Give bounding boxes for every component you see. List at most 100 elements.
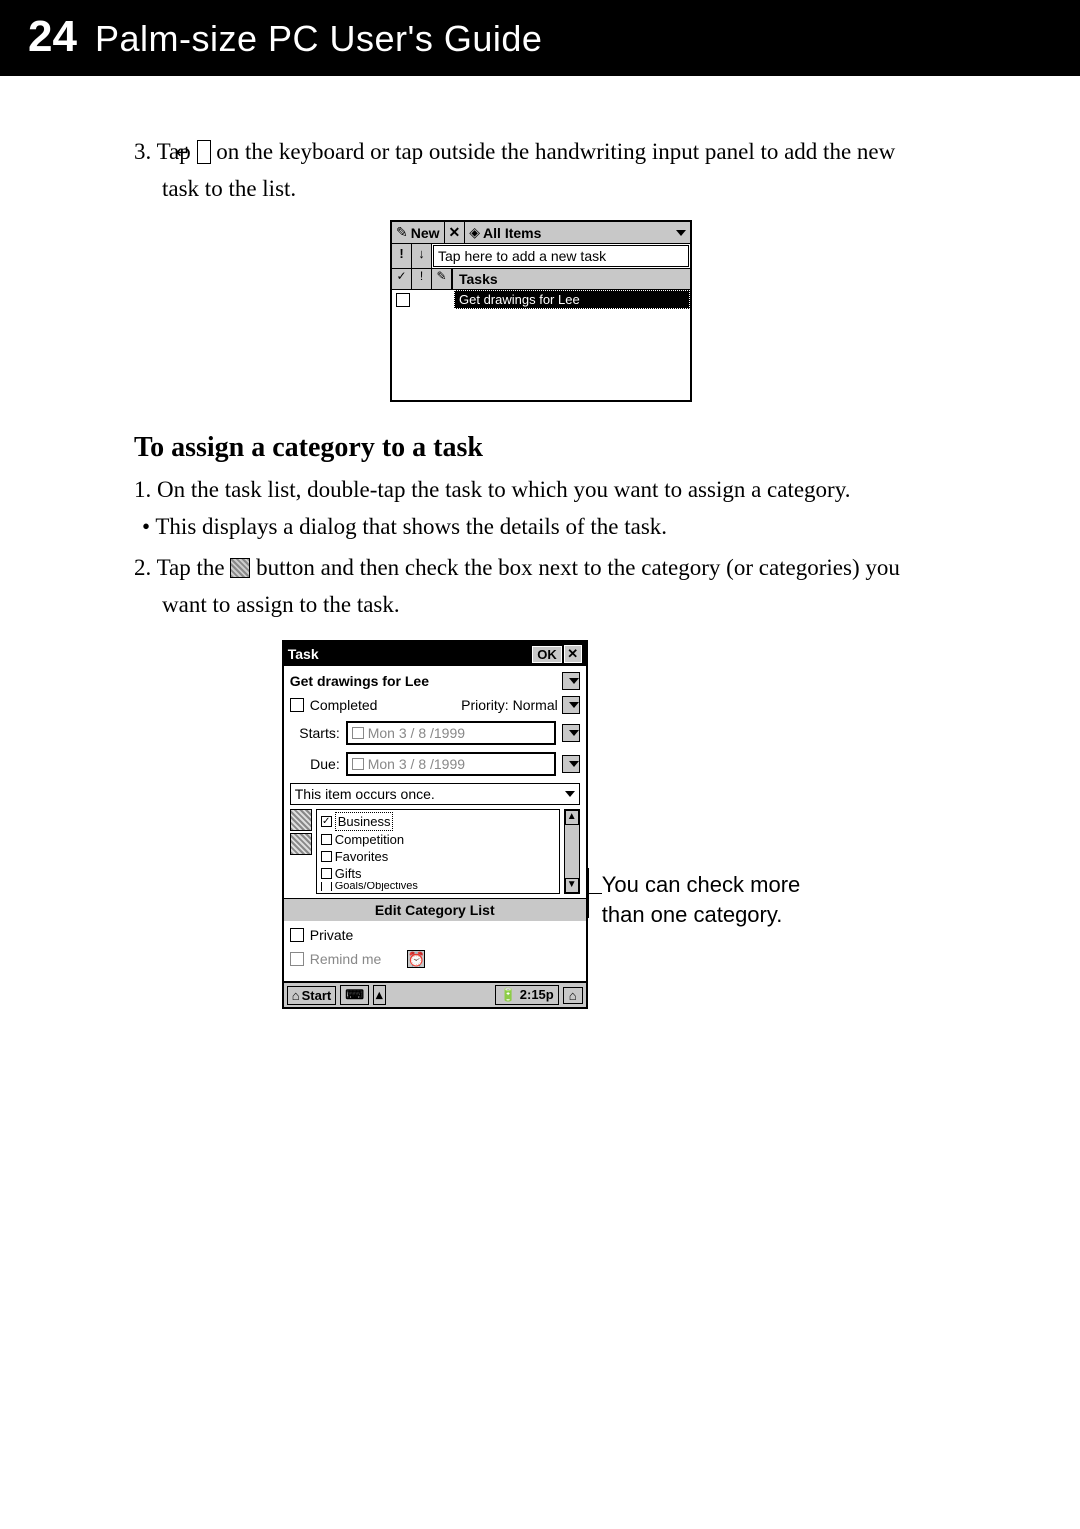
category-label: Goals/Objectives	[335, 882, 418, 891]
annotation-line2: than one category.	[602, 900, 801, 930]
task-checkbox[interactable]	[396, 293, 410, 307]
chevron-down-icon	[569, 678, 579, 684]
complete-col: ✓	[392, 269, 412, 289]
keyboard-button[interactable]: ⌨	[340, 985, 369, 1005]
page-header: 24 Palm-size PC User's Guide	[0, 0, 1080, 76]
priority-button[interactable]: !	[392, 244, 412, 268]
new-label: New	[411, 225, 440, 241]
category-checkbox[interactable]	[321, 851, 332, 862]
page-content: 3. Tap ↵ on the keyboard or tap outside …	[0, 76, 1080, 1009]
task-name-row: Get drawings for Lee	[290, 672, 580, 690]
edit-category-list-button[interactable]: Edit Category List	[284, 898, 586, 921]
starts-row: Starts: Mon 3 / 8 /1999	[290, 721, 580, 745]
start-icon: ⌂	[292, 988, 300, 1003]
annotation: You can check more than one category.	[602, 720, 801, 929]
task-dialog-title: Task	[288, 646, 319, 662]
sec-step1: 1. On the task list, double-tap the task…	[72, 474, 1010, 505]
chevron-down-icon	[569, 702, 579, 708]
chevron-down-icon	[569, 730, 579, 736]
category-checkbox[interactable]	[321, 882, 332, 891]
chevron-down-icon	[565, 791, 575, 797]
tasks-input-row: ! ↓ Tap here to add a new task	[392, 244, 690, 269]
step2-text-a: 2. Tap the	[134, 555, 230, 580]
start-button[interactable]: ⌂ Start	[287, 986, 336, 1005]
home-button[interactable]: ⌂	[563, 987, 583, 1004]
attach-col: ✎	[432, 269, 452, 289]
new-task-input[interactable]: Tap here to add a new task	[433, 245, 689, 267]
due-date-value: Mon 3 / 8 /1999	[368, 756, 465, 772]
priority-value: Normal	[513, 697, 558, 713]
remind-checkbox[interactable]	[290, 952, 304, 966]
starts-date-field[interactable]: Mon 3 / 8 /1999	[346, 721, 556, 745]
categories-icon[interactable]	[290, 833, 312, 855]
remind-options[interactable]: ⏰	[407, 950, 425, 968]
filter-label: All Items	[483, 225, 541, 241]
category-icon	[230, 558, 250, 578]
due-dropdown[interactable]	[562, 755, 580, 773]
step3-text-b: on the keyboard or tap outside the handw…	[211, 139, 896, 164]
category-item[interactable]: Gifts	[321, 865, 555, 882]
taskbar: ⌂ Start ⌨ ▴ 🔋 2:15p ⌂	[284, 981, 586, 1007]
task-dialog: Task OK ✕ Get drawings for Lee Completed…	[282, 640, 588, 1009]
due-date-checkbox[interactable]	[352, 758, 364, 770]
tray-icon: 🔋	[500, 987, 516, 1002]
sec-bullet: • This displays a dialog that shows the …	[72, 511, 1010, 542]
category-checkbox[interactable]	[321, 834, 332, 845]
section-heading: To assign a category to a task	[134, 432, 1010, 464]
tasks-list-body: Get drawings for Lee	[392, 290, 690, 400]
category-list[interactable]: ✓Business Competition Favorites Gifts Go…	[316, 809, 560, 894]
starts-date-checkbox[interactable]	[352, 727, 364, 739]
start-label: Start	[302, 988, 332, 1003]
category-toolicons	[290, 809, 312, 894]
task-dialog-body: Get drawings for Lee Completed Priority:…	[284, 666, 586, 921]
new-icon: ✎	[396, 224, 408, 241]
sec-step2: 2. Tap the button and then check the box…	[72, 552, 1010, 583]
due-date-field[interactable]: Mon 3 / 8 /1999	[346, 752, 556, 776]
time-value: 2:15p	[520, 987, 554, 1002]
completed-row: Completed Priority: Normal	[290, 696, 580, 714]
notes-icon[interactable]	[290, 809, 312, 831]
category-item[interactable]: ✓Business	[321, 812, 555, 831]
step-3: 3. Tap ↵ on the keyboard or tap outside …	[72, 136, 1010, 167]
task-row[interactable]: Get drawings for Lee	[392, 290, 690, 309]
delete-button[interactable]: ✕	[445, 222, 466, 243]
category-scrollbar[interactable]: ▲ ▼	[564, 809, 580, 894]
recurrence-select[interactable]: This item occurs once.	[290, 783, 580, 805]
page-number: 24	[28, 12, 77, 62]
tasks-window: ✎ New ✕ ◈ All Items ! ↓ Tap here to add …	[390, 220, 692, 402]
filter-dropdown[interactable]: ◈ All Items	[465, 222, 690, 243]
tasks-toolbar: ✎ New ✕ ◈ All Items	[392, 222, 690, 244]
sort-button[interactable]: ↓	[412, 244, 432, 268]
category-item[interactable]: Competition	[321, 831, 555, 848]
task-name-field[interactable]: Get drawings for Lee	[290, 673, 562, 689]
close-button[interactable]: ✕	[564, 645, 582, 663]
scroll-up-button[interactable]: ▲	[565, 810, 579, 825]
private-row: Private	[290, 927, 580, 943]
priority-group: Priority: Normal	[461, 696, 580, 714]
scroll-down-button[interactable]: ▼	[565, 878, 579, 893]
ok-button[interactable]: OK	[532, 646, 562, 663]
chevron-down-icon	[676, 230, 686, 236]
enter-key-icon: ↵	[197, 140, 211, 164]
category-checkbox[interactable]	[321, 868, 332, 879]
screenshot2-wrap: Task OK ✕ Get drawings for Lee Completed…	[72, 640, 1010, 1009]
tasks-col-header: Tasks	[452, 269, 690, 289]
taskbar-time[interactable]: 🔋 2:15p	[495, 985, 559, 1005]
remind-row: Remind me ⏰	[290, 950, 580, 968]
task-name: Get drawings for Lee	[454, 290, 690, 309]
categories-area: ✓Business Competition Favorites Gifts Go…	[290, 809, 580, 894]
up-button[interactable]: ▴	[373, 985, 386, 1005]
category-item[interactable]: Favorites	[321, 848, 555, 865]
category-item[interactable]: Goals/Objectives	[321, 882, 555, 891]
new-button[interactable]: ✎ New	[392, 222, 445, 243]
step2-cont: want to assign to the task.	[72, 589, 1010, 620]
task-name-dropdown[interactable]	[562, 672, 580, 690]
x-icon: ✕	[449, 224, 461, 241]
category-checkbox[interactable]: ✓	[321, 816, 332, 827]
task-dialog-titlebar: Task OK ✕	[284, 642, 586, 666]
completed-checkbox[interactable]	[290, 698, 304, 712]
step3-cont: task to the list.	[72, 173, 1010, 204]
priority-dropdown[interactable]	[562, 696, 580, 714]
starts-dropdown[interactable]	[562, 724, 580, 742]
private-checkbox[interactable]	[290, 928, 304, 942]
